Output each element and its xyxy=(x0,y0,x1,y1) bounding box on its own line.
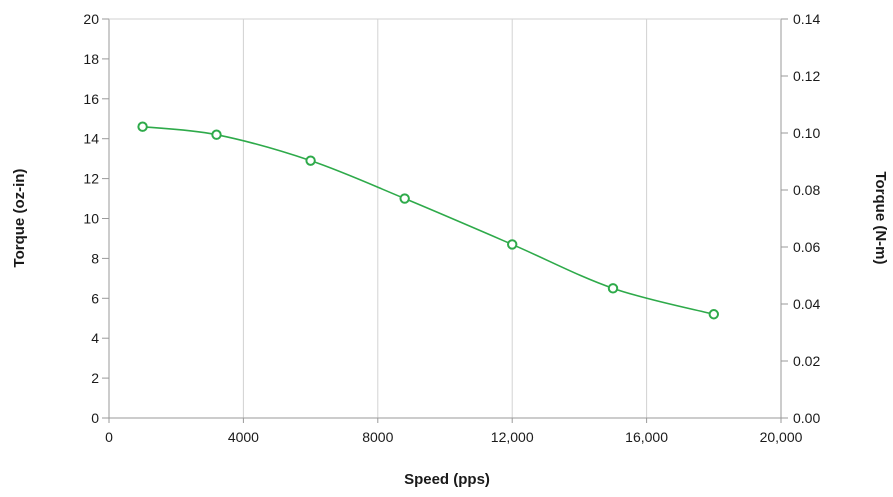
y2-tick-label: 0.14 xyxy=(793,11,820,27)
y2-tick-label: 0.00 xyxy=(793,410,820,426)
data-point xyxy=(507,239,518,250)
data-point xyxy=(607,283,619,294)
y-axis-title: Torque (oz-in) xyxy=(11,169,28,268)
x-tick-label: 4000 xyxy=(228,429,259,445)
y-tick-label: 6 xyxy=(91,290,99,306)
y-tick-label: 18 xyxy=(83,51,99,67)
y-tick-label: 10 xyxy=(83,211,99,227)
y-tick-label: 4 xyxy=(91,330,99,346)
series-line xyxy=(142,125,714,316)
y2-axis-title: Torque (N-m) xyxy=(872,171,889,264)
y2-tick-label: 0.06 xyxy=(793,239,820,255)
data-point xyxy=(211,129,222,140)
data-point xyxy=(305,155,316,166)
y2-tick-label: 0.02 xyxy=(793,353,820,369)
x-tick-label: 12,000 xyxy=(491,429,534,445)
axes xyxy=(102,18,788,423)
y2-tick-label: 0.10 xyxy=(793,125,820,141)
data-point xyxy=(708,309,719,320)
y-tick-label: 20 xyxy=(83,11,99,27)
y-tick-label: 14 xyxy=(83,131,99,147)
y2-tick-label: 0.04 xyxy=(793,296,820,312)
data-point xyxy=(399,193,410,204)
x-tick-label: 16,000 xyxy=(625,429,668,445)
x-tick-label: 20,000 xyxy=(760,429,803,445)
y-tick-label: 8 xyxy=(91,250,99,266)
x-tick-label: 8000 xyxy=(362,429,393,445)
y2-tick-label: 0.08 xyxy=(793,182,820,198)
y-tick-label: 12 xyxy=(83,171,99,187)
y2-tick-label: 0.12 xyxy=(793,68,820,84)
x-tick-label: 0 xyxy=(105,429,113,445)
data-point xyxy=(137,121,148,132)
labels: 0 2 4 6 8 10 12 14 16 18 20 0.00 0.02 0.04 0.06 0.08 0.1… xyxy=(83,11,820,445)
grid xyxy=(242,19,648,418)
series xyxy=(137,121,719,320)
y-tick-label: 0 xyxy=(91,410,99,426)
y-tick-label: 2 xyxy=(91,370,99,386)
x-axis-title: Speed (pps) xyxy=(404,471,490,488)
y-tick-label: 16 xyxy=(83,91,99,107)
